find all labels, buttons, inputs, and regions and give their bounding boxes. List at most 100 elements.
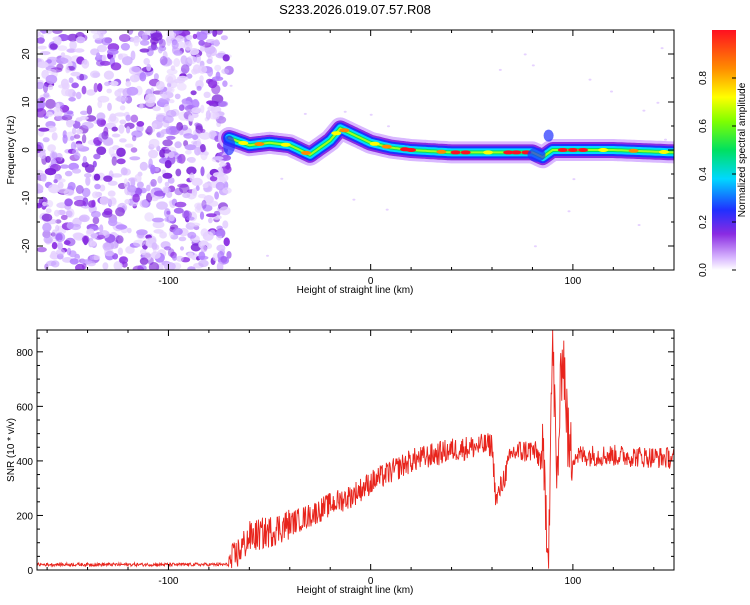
noise-blob (104, 81, 111, 87)
noise-blob (130, 114, 139, 123)
noise-blob (162, 149, 172, 154)
noise-blob (163, 208, 171, 218)
ridge-hotspot (511, 150, 522, 155)
noise-blob (163, 246, 172, 251)
noise-blob (168, 214, 175, 222)
noise-blob (145, 93, 156, 104)
noise-blob (162, 139, 173, 147)
noise-blob (101, 54, 107, 63)
noise-blob (531, 64, 535, 67)
noise-blob (136, 229, 148, 236)
noise-blob (37, 37, 45, 44)
noise-blob (199, 144, 206, 153)
noise-blob (51, 30, 63, 34)
noise-blob (165, 109, 177, 118)
snr-frame (36, 329, 675, 571)
noise-blob (107, 102, 112, 112)
noise-blob (118, 53, 128, 58)
noise-blob (51, 132, 58, 141)
spectrogram-ridge (218, 117, 674, 169)
noise-blob (43, 83, 48, 93)
noise-blob (70, 135, 75, 141)
ridge-hotspot (578, 148, 588, 152)
noise-blob (85, 176, 91, 186)
noise-blob (47, 68, 57, 74)
noise-blob (90, 233, 99, 239)
noise-blob (147, 45, 159, 51)
noise-blob (173, 30, 183, 35)
noise-blob (139, 48, 150, 53)
noise-blob (133, 239, 145, 247)
ridge-hotspot (339, 128, 350, 133)
noise-blob (226, 251, 232, 259)
spectrogram-noise (37, 30, 667, 270)
noise-blob (111, 173, 123, 178)
noise-blob (129, 74, 140, 83)
noise-blob (125, 114, 131, 122)
snr-x-ticks: -100 0 100 (46, 330, 655, 587)
ridge-blob (527, 147, 546, 162)
noise-blob (61, 82, 70, 90)
noise-blob (153, 73, 159, 81)
noise-blob (54, 209, 60, 217)
noise-blob (103, 175, 113, 182)
y-tick-label: -20 (21, 238, 32, 253)
ridge-hotspot (280, 142, 291, 147)
noise-blob (99, 196, 109, 206)
noise-blob (303, 112, 307, 115)
noise-blob (173, 207, 184, 214)
noise-blob (114, 89, 122, 97)
noise-blob (185, 150, 192, 155)
noise-blob (124, 143, 134, 148)
noise-blob (165, 125, 177, 135)
noise-blob (81, 121, 94, 129)
noise-blob (207, 105, 216, 112)
noise-blob (195, 31, 208, 41)
ridge-hotspot (301, 150, 311, 155)
ridge-hotspot (567, 148, 578, 152)
noise-blob (139, 161, 148, 171)
noise-blob (166, 191, 173, 198)
noise-blob (148, 149, 159, 159)
noise-blob (45, 98, 56, 109)
noise-blob (343, 110, 347, 113)
y-tick-label: 10 (21, 96, 32, 108)
noise-blob (70, 71, 81, 77)
noise-blob (127, 30, 134, 35)
noise-blob (588, 78, 592, 81)
noise-blob (218, 162, 227, 167)
noise-blob (64, 170, 73, 177)
noise-blob (173, 58, 181, 67)
y-tick-label: -10 (21, 190, 32, 205)
noise-blob (206, 66, 214, 77)
noise-blob (75, 144, 84, 149)
noise-blob (61, 87, 70, 97)
noise-blob (208, 217, 213, 224)
noise-blob (222, 187, 232, 194)
noise-blob (102, 262, 109, 270)
noise-blob (186, 166, 197, 175)
noise-blob (67, 61, 73, 68)
noise-blob (49, 43, 58, 50)
noise-blob (175, 35, 185, 42)
noise-blob (211, 76, 224, 82)
noise-blob (168, 99, 175, 104)
noise-blob (660, 47, 664, 50)
noise-blob (133, 38, 140, 47)
noise-blob (202, 231, 214, 241)
noise-blob (108, 218, 118, 227)
x-tick-label: 100 (565, 576, 582, 587)
colorbar-tick-label: 0.8 (698, 71, 709, 85)
noise-blob (74, 48, 85, 53)
noise-blob (53, 179, 58, 184)
noise-blob (46, 59, 52, 64)
colorbar-tick-label: 0.6 (698, 119, 709, 133)
noise-blob (130, 147, 138, 153)
noise-blob (79, 115, 89, 121)
noise-blob (79, 73, 85, 81)
noise-blob (154, 167, 160, 172)
spectrogram-xlabel: Height of straight line (km) (297, 285, 414, 296)
noise-blob (115, 207, 125, 217)
snr-plot-area (37, 330, 674, 569)
noise-blob (55, 224, 60, 232)
